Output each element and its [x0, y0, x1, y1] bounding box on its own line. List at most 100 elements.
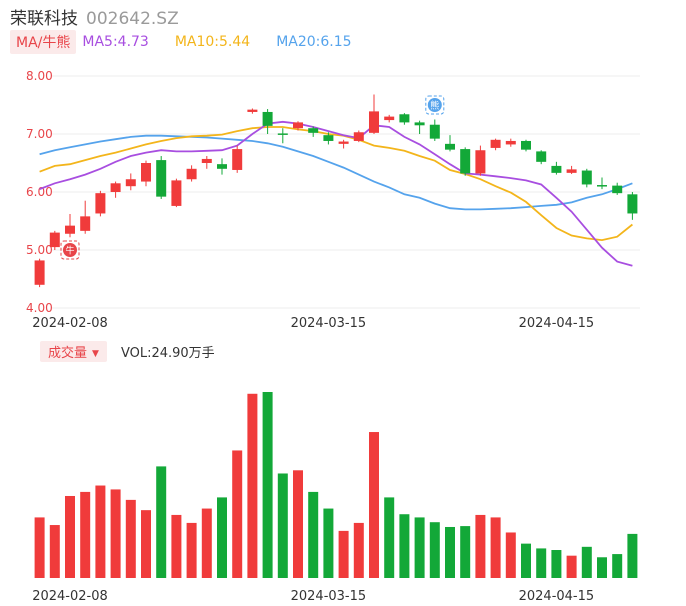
marker-text: 牛	[65, 245, 74, 257]
marker-text: 熊	[430, 100, 439, 112]
candle-body	[399, 114, 410, 123]
candlestick	[353, 130, 364, 143]
volume-bar	[95, 485, 106, 578]
ma5-line	[39, 120, 633, 267]
volume-bar	[186, 522, 197, 578]
candlestick	[475, 145, 486, 176]
volume-bar	[110, 489, 121, 578]
bull-badge-icon: 牛	[60, 240, 80, 260]
volume-bar	[353, 522, 364, 578]
volume-bar	[277, 473, 288, 578]
ma-indicator-selector[interactable]: MA/牛熊	[10, 30, 77, 54]
volume-bar	[475, 514, 486, 578]
volume-bar	[156, 466, 167, 578]
candle-body	[34, 260, 45, 285]
ma10-legend-label: MA10:5.44	[174, 34, 251, 50]
price-axis-label: 8.00	[26, 69, 53, 83]
candle-body	[262, 111, 273, 126]
volume-bar	[581, 546, 592, 578]
volume-legend: 成交量 ▼ VOL:24.90万手	[40, 340, 215, 362]
volume-bar	[414, 517, 425, 578]
candle-body	[627, 194, 638, 214]
bear-badge-icon: 熊	[425, 95, 445, 115]
volume-bar	[460, 526, 471, 578]
date-axis-label: 2024-02-08	[32, 589, 108, 604]
candle-body	[156, 160, 167, 197]
candle-body	[232, 149, 243, 170]
stock-name: 荣联科技	[10, 9, 78, 29]
candlestick	[34, 258, 45, 288]
volume-bar	[384, 497, 395, 578]
candlestick	[80, 200, 91, 234]
candlestick	[445, 135, 455, 152]
volume-bar	[323, 508, 334, 578]
candle-body	[505, 140, 516, 145]
candle-body	[49, 232, 60, 248]
volume-value: VOL:24.90万手	[120, 345, 215, 361]
candlestick	[125, 173, 136, 191]
marker-frame	[425, 95, 445, 115]
candle-body	[95, 193, 106, 214]
date-axis-label: 2024-03-15	[291, 589, 367, 604]
candle-body	[110, 183, 121, 192]
candlestick	[262, 109, 273, 134]
candle-body	[338, 141, 349, 144]
candlestick	[460, 147, 471, 176]
volume-bar	[171, 514, 182, 578]
ma10-line	[39, 126, 633, 242]
candle-body	[293, 122, 303, 129]
volume-bar	[521, 543, 531, 578]
candle-body	[566, 169, 577, 173]
ma20-legend-label: MA20:6.15	[276, 34, 352, 50]
candle-body	[323, 135, 334, 141]
candlestick	[566, 165, 577, 175]
candle-body	[414, 122, 425, 126]
ma20-line	[39, 134, 633, 211]
volume-bar	[232, 450, 243, 578]
candle-body	[217, 164, 227, 169]
volume-bar	[445, 526, 455, 578]
volume-bar	[293, 470, 303, 578]
candle-body	[581, 170, 592, 185]
candlestick	[247, 108, 258, 114]
candle-body	[125, 179, 136, 187]
volume-bar	[65, 495, 75, 578]
candlestick	[277, 128, 288, 144]
candle-body	[308, 128, 319, 133]
candle-body	[384, 116, 395, 121]
candle-body	[186, 168, 197, 180]
candlestick	[384, 114, 395, 123]
candlestick	[627, 192, 638, 220]
candle-body	[141, 163, 151, 182]
candlestick	[323, 132, 334, 145]
candlestick	[171, 178, 182, 208]
candle-body	[551, 165, 562, 173]
candlestick	[581, 168, 592, 188]
price-axis-label: 4.00	[26, 301, 53, 315]
volume-bar	[536, 548, 547, 578]
candle-body	[201, 158, 212, 163]
candle-body	[536, 151, 547, 162]
price-axis-label: 7.00	[26, 127, 53, 141]
candlestick	[369, 94, 379, 134]
price-axis-label: 5.00	[26, 243, 53, 257]
volume-bar	[627, 533, 638, 578]
candle-body	[521, 140, 531, 150]
volume-bar	[551, 550, 562, 578]
candle-body	[445, 143, 455, 150]
candlestick	[110, 181, 121, 198]
volume-bar	[338, 530, 349, 578]
stock-header: 荣联科技 002642.SZ	[10, 4, 179, 29]
candlestick	[308, 126, 319, 137]
volume-bar	[490, 517, 501, 578]
candle-body	[80, 216, 91, 231]
candlestick	[186, 165, 197, 182]
candle-body	[475, 150, 486, 174]
volume-bar	[612, 554, 623, 578]
candle-body	[171, 180, 182, 206]
volume-indicator-selector[interactable]: 成交量 ▼	[40, 340, 107, 362]
candlestick	[521, 139, 531, 152]
candle-body	[597, 185, 607, 187]
candlestick	[293, 121, 303, 131]
